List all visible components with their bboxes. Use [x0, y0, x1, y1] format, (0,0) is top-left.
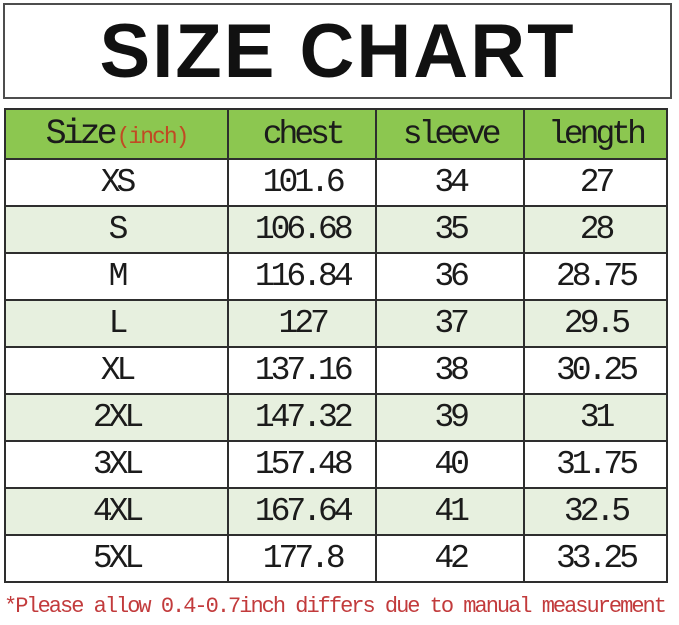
cell-chest: 106.68 [227, 205, 378, 254]
cell-length: 28 [523, 205, 668, 254]
table-row-xs: XS 101.6 34 27 [3, 158, 668, 207]
cell-size: 2XL [3, 393, 230, 442]
inch-unit-label: (inch) [116, 124, 190, 150]
table-row-3xl: 3XL 157.48 40 31.75 [3, 440, 668, 489]
col-header-sleeve: sleeve [375, 108, 525, 160]
cell-size: 5XL [3, 534, 230, 583]
cell-size: M [3, 252, 230, 301]
measurement-note: *Please allow 0.4-0.7inch differs due to… [4, 594, 667, 619]
cell-chest: 101.6 [227, 158, 378, 207]
cell-chest: 157.48 [227, 440, 378, 489]
size-table-header: Size (inch) chest sleeve length [3, 108, 668, 160]
cell-sleeve: 41 [375, 487, 525, 536]
cell-size: S [3, 205, 230, 254]
cell-length: 29.5 [523, 299, 668, 348]
size-header-label: Size [45, 114, 118, 154]
cell-chest: 167.64 [227, 487, 378, 536]
title-box: SIZE CHART [3, 3, 672, 99]
cell-chest: 147.32 [227, 393, 378, 442]
size-table: Size (inch) chest sleeve length XS 101.6 … [3, 108, 668, 583]
cell-sleeve: 35 [375, 205, 525, 254]
cell-sleeve: 42 [375, 534, 525, 583]
table-row-l: L 127 37 29.5 [3, 299, 668, 348]
cell-size: 3XL [3, 440, 230, 489]
size-table-body: XS 101.6 34 27 S 106.68 35 28 M 116.84 3… [3, 158, 668, 583]
cell-length: 31.75 [523, 440, 668, 489]
cell-sleeve: 40 [375, 440, 525, 489]
cell-chest: 137.16 [227, 346, 378, 395]
cell-chest: 116.84 [227, 252, 378, 301]
page-title: SIZE CHART [99, 8, 576, 94]
cell-length: 33.25 [523, 534, 668, 583]
cell-chest: 177.8 [227, 534, 378, 583]
table-row-5xl: 5XL 177.8 42 33.25 [3, 534, 668, 583]
cell-size: 4XL [3, 487, 230, 536]
table-row-xl: XL 137.16 38 30.25 [3, 346, 668, 395]
cell-length: 30.25 [523, 346, 668, 395]
cell-sleeve: 34 [375, 158, 525, 207]
cell-sleeve: 39 [375, 393, 525, 442]
cell-size: XL [3, 346, 230, 395]
cell-length: 32.5 [523, 487, 668, 536]
col-header-length: length [523, 108, 668, 160]
header-row: Size (inch) chest sleeve length [3, 108, 668, 160]
cell-length: 31 [523, 393, 668, 442]
col-header-size: Size (inch) [3, 108, 230, 160]
col-header-chest: chest [227, 108, 378, 160]
cell-chest: 127 [227, 299, 378, 348]
cell-size: L [3, 299, 230, 348]
table-row-4xl: 4XL 167.64 41 32.5 [3, 487, 668, 536]
cell-sleeve: 37 [375, 299, 525, 348]
cell-sleeve: 38 [375, 346, 525, 395]
cell-size: XS [3, 158, 230, 207]
cell-sleeve: 36 [375, 252, 525, 301]
cell-length: 28.75 [523, 252, 668, 301]
table-row-2xl: 2XL 147.32 39 31 [3, 393, 668, 442]
table-row-m: M 116.84 36 28.75 [3, 252, 668, 301]
table-row-s: S 106.68 35 28 [3, 205, 668, 254]
cell-length: 27 [523, 158, 668, 207]
